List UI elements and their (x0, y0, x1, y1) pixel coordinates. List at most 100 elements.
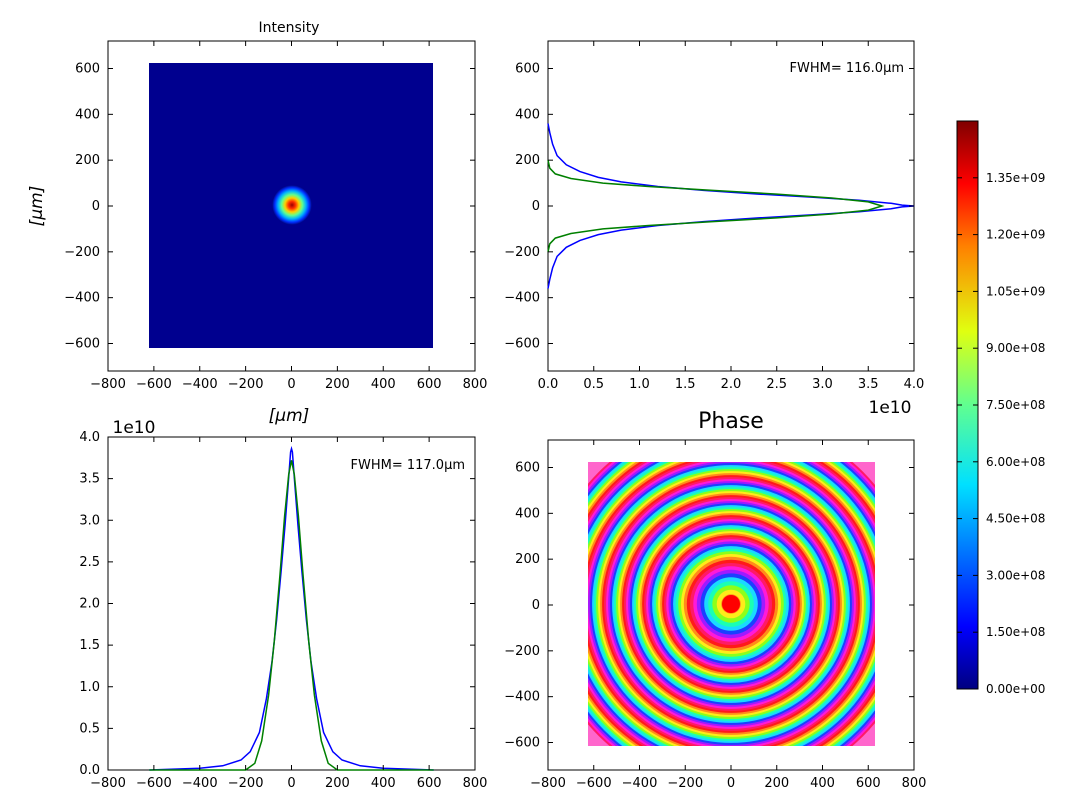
phase-ticks: −800 −600 −400 −200 0 200 400 600 800 −600 −400 −20… (504, 440, 926, 791)
horizontal-profile-xtick-label: −800 (90, 776, 126, 791)
horizontal-profile-ytick-label: 0.5 (79, 721, 100, 736)
colorbar-tick-label: 6.00e+08 (986, 455, 1045, 469)
phase-xtick-label: −800 (530, 776, 566, 791)
vertical-profile-ticks: 0.0 0.5 1.0 1.5 2.0 2.5 3.0 3.5 4.0 −600 −400 −200 0… (504, 41, 924, 392)
horizontal-profile-xtick-label: 600 (417, 776, 442, 791)
colorbar-tick-label: 1.50e+08 (986, 625, 1045, 639)
horizontal-profile-xtick-label: −600 (136, 776, 172, 791)
horizontal-profile-xtick-label: 400 (371, 776, 396, 791)
phase-ytick-label: −400 (504, 690, 540, 705)
phase-ytick-label: 400 (515, 506, 540, 521)
phase-xtick-label: 200 (764, 776, 789, 791)
vertical-profile-ytick-label: 400 (515, 107, 540, 122)
intensity-panel: Intensity −800 −600 −400 −200 0 200 400 600 800−… (27, 20, 487, 426)
vertical-profile-xtick-label: 1.5 (675, 377, 696, 392)
intensity-title: Intensity (259, 20, 320, 36)
colorbar-tick-label: 1.05e+09 (986, 284, 1045, 298)
intensity-ytick-label: 200 (75, 153, 100, 168)
phase-rings (588, 462, 875, 746)
horizontal-profile-panel: −800 −600 −400 −200 0 200 400 600 800 0.0 0.5 1.0 1.… (79, 418, 487, 791)
phase-ytick-label: 200 (515, 552, 540, 567)
phase-ytick-label: 0 (532, 598, 540, 613)
horizontal-fwhm-annotation: FWHM= 117.0μm (351, 458, 466, 473)
phase-ytick-label: −200 (504, 644, 540, 659)
intensity-ytick-label: 600 (75, 62, 100, 77)
phase-ytick-label: 600 (515, 461, 540, 476)
intensity-xlabel: [μm] (269, 406, 310, 426)
vertical-profile-xtick-label: 1.0 (629, 377, 650, 392)
vertical-profile-ytick-label: 600 (515, 62, 540, 77)
horizontal-profile-xtick-label: −200 (228, 776, 264, 791)
phase-xtick-label: 0 (727, 776, 735, 791)
phase-center (722, 595, 740, 613)
horizontal-profile-fit-line (149, 460, 434, 771)
phase-panel: Phase −800 −600 −400 −200 0 200 400 600 800−600−… (504, 409, 926, 791)
phase-xtick-label: 600 (856, 776, 881, 791)
phase-xtick-label: −200 (667, 776, 703, 791)
horizontal-profile-ytick-label: 3.5 (79, 472, 100, 487)
phase-xtick-label: −600 (576, 776, 612, 791)
horizontal-profile-ticks: −800 −600 −400 −200 0 200 400 600 800 0.0 0.5 1.0 1.… (79, 430, 487, 791)
vertical-profile-panel: 0.0 0.5 1.0 1.5 2.0 2.5 3.0 3.5 4.0 −600 −400 −200 0… (504, 40, 924, 418)
vertical-profile-data-line (547, 123, 915, 289)
horizontal-profile-exponent: 1e10 (113, 418, 156, 438)
intensity-ytick-label: −200 (64, 245, 100, 260)
colorbar-tick-label: 1.20e+09 (986, 228, 1045, 242)
intensity-xtick-label: −600 (136, 377, 172, 392)
horizontal-profile-ytick-label: 0.0 (79, 763, 100, 778)
vertical-profile-exponent: 1e10 (869, 398, 912, 418)
horizontal-profile-ytick-label: 1.0 (79, 680, 100, 695)
vertical-profile-xtick-label: 2.5 (766, 377, 787, 392)
horizontal-profile-xtick-label: 800 (463, 776, 488, 791)
horizontal-profile-ytick-label: 1.5 (79, 638, 100, 653)
vertical-fwhm-annotation: FWHM= 116.0μm (790, 61, 905, 76)
intensity-ytick-label: −600 (64, 337, 100, 352)
horizontal-profile-ytick-label: 2.5 (79, 555, 100, 570)
horizontal-profile-xtick-label: −400 (182, 776, 218, 791)
horizontal-profile-data-line (149, 445, 434, 771)
intensity-xtick-label: 800 (463, 377, 488, 392)
vertical-profile-xtick-label: 0.0 (538, 377, 559, 392)
intensity-xtick-label: −800 (90, 377, 126, 392)
horizontal-profile-ytick-label: 2.0 (79, 597, 100, 612)
intensity-ytick-label: −400 (64, 291, 100, 306)
colorbar-tick-label: 4.50e+08 (986, 512, 1045, 526)
colorbar-tick-label: 0.00e+00 (986, 682, 1045, 696)
vertical-profile-axes (547, 40, 915, 372)
phase-title: Phase (698, 409, 764, 434)
phase-xtick-label: 800 (902, 776, 927, 791)
vertical-profile-xtick-label: 4.0 (904, 377, 925, 392)
intensity-xtick-label: 600 (417, 377, 442, 392)
colorbar-ticks: 0.00e+00 1.50e+08 3.00e+08 4.50e+08 6.00e+08… (957, 171, 1045, 696)
intensity-xtick-label: 0 (287, 377, 295, 392)
colorbar-tick-label: 3.00e+08 (986, 568, 1045, 582)
colorbar-tick-label: 7.50e+08 (986, 398, 1045, 412)
horizontal-profile-axes (107, 436, 476, 771)
phase-xtick-label: 400 (810, 776, 835, 791)
horizontal-profile-xtick-label: 0 (287, 776, 295, 791)
vertical-profile-ytick-label: −200 (504, 245, 540, 260)
vertical-profile-fit-line (547, 160, 885, 252)
horizontal-profile-ytick-label: 4.0 (79, 430, 100, 445)
intensity-ytick-label: 400 (75, 107, 100, 122)
horizontal-profile-ytick-label: 3.0 (79, 513, 100, 528)
vertical-profile-ytick-label: 0 (532, 199, 540, 214)
vertical-profile-xtick-label: 3.0 (812, 377, 833, 392)
intensity-ytick-label: 0 (92, 199, 100, 214)
vertical-profile-xtick-label: 2.0 (721, 377, 742, 392)
vertical-profile-xtick-label: 3.5 (858, 377, 879, 392)
horizontal-profile-xtick-label: 200 (325, 776, 350, 791)
vertical-profile-ytick-label: −600 (504, 337, 540, 352)
vertical-profile-ytick-label: 200 (515, 153, 540, 168)
colorbar-tick-label: 1.35e+09 (986, 171, 1045, 185)
intensity-ticks: −800 −600 −400 −200 0 200 400 600 800 −600 −400 −20… (64, 41, 487, 392)
phase-ytick-label: −600 (504, 736, 540, 751)
colorbar-tick-label: 9.00e+08 (986, 341, 1045, 355)
phase-xtick-label: −400 (622, 776, 658, 791)
vertical-profile-ytick-label: −400 (504, 291, 540, 306)
intensity-xtick-label: −400 (182, 377, 218, 392)
intensity-xtick-label: 200 (325, 377, 350, 392)
vertical-profile-xtick-label: 0.5 (583, 377, 604, 392)
intensity-xtick-label: −200 (228, 377, 264, 392)
